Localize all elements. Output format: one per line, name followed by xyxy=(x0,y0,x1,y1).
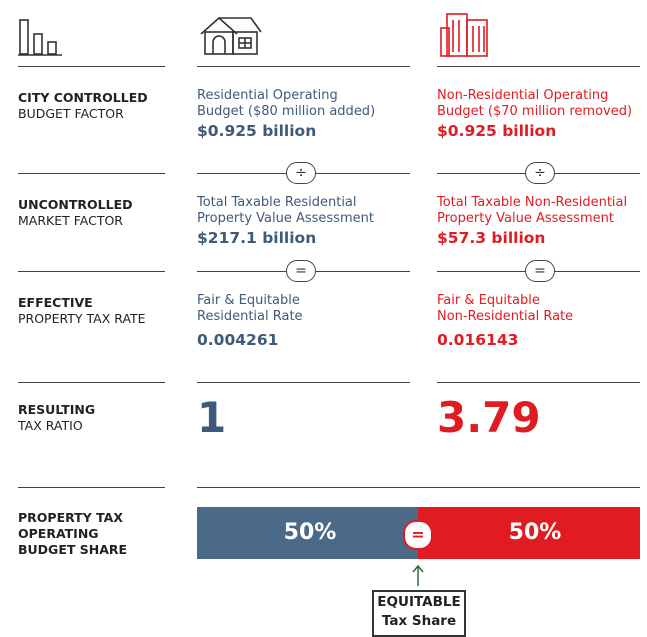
share-bar-residential xyxy=(197,507,418,559)
description: Property Value Assessment xyxy=(197,211,374,226)
description: Budget ($70 million removed) xyxy=(437,104,633,119)
box-line: Tax Share xyxy=(381,613,457,629)
divider xyxy=(437,382,640,383)
arrow xyxy=(412,565,424,586)
equals-badge: = xyxy=(403,520,433,550)
building-icon xyxy=(440,13,488,57)
share-bar-non-residential xyxy=(418,507,640,559)
description: Budget ($80 million added) xyxy=(197,104,376,119)
divider xyxy=(197,382,410,383)
row-label: UNCONTROLLED MARKET FACTOR xyxy=(18,197,133,228)
description: Non-Residential Operating xyxy=(437,88,609,103)
value: $0.925 billion xyxy=(437,122,557,140)
row-label: RESULTING TAX RATIO xyxy=(18,402,96,433)
divider xyxy=(18,487,165,488)
divider xyxy=(197,487,640,488)
divider xyxy=(18,66,165,67)
description: Property Value Assessment xyxy=(437,211,614,226)
description: Residential Rate xyxy=(197,309,303,324)
operator: = xyxy=(286,260,316,282)
operator: = xyxy=(525,260,555,282)
description: Residential Operating xyxy=(197,88,338,103)
row-label: PROPERTY TAX OPERATING BUDGET SHARE xyxy=(18,510,128,557)
box-line: EQUITABLE xyxy=(377,594,461,610)
operator: ÷ xyxy=(286,162,316,184)
value: $0.925 billion xyxy=(197,122,317,140)
ratio-value: 3.79 xyxy=(437,393,541,442)
description: Total Taxable Non-Residential xyxy=(437,195,628,210)
divider xyxy=(18,173,165,174)
description: Fair & Equitable xyxy=(197,293,300,308)
ratio-value: 1 xyxy=(197,393,227,442)
description: Fair & Equitable xyxy=(437,293,540,308)
value: 0.004261 xyxy=(197,331,279,349)
divider xyxy=(197,66,410,67)
row-label: EFFECTIVE PROPERTY TAX RATE xyxy=(18,295,146,326)
divider xyxy=(18,271,165,272)
row-label: CITY CONTROLLED BUDGET FACTOR xyxy=(18,90,148,121)
divider xyxy=(437,66,640,67)
description: Non-Residential Rate xyxy=(437,309,574,324)
value: $57.3 billion xyxy=(437,229,546,247)
divider xyxy=(18,382,165,383)
chart-icon xyxy=(18,19,62,56)
share-label: 50% xyxy=(283,520,337,545)
value: $217.1 billion xyxy=(197,229,317,247)
share-label: 50% xyxy=(508,520,562,545)
equitable-box: EQUITABLE Tax Share xyxy=(372,590,466,637)
description: Total Taxable Residential xyxy=(197,195,357,210)
house-icon xyxy=(200,16,262,55)
value: 0.016143 xyxy=(437,331,519,349)
operator: ÷ xyxy=(525,162,555,184)
